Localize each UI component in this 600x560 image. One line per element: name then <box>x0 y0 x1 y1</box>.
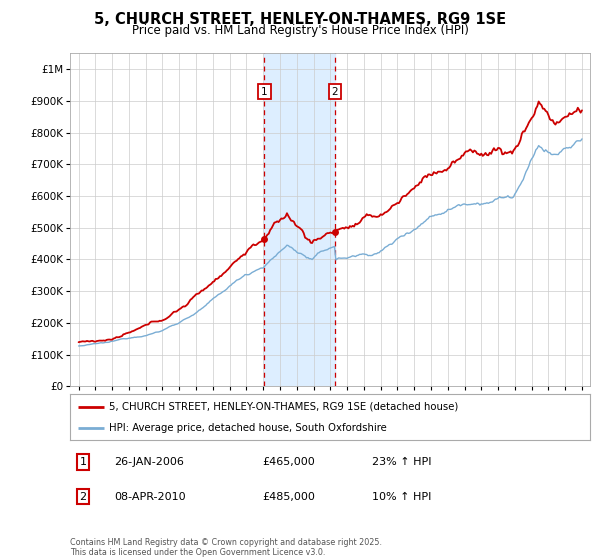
Text: £465,000: £465,000 <box>263 457 316 467</box>
Text: HPI: Average price, detached house, South Oxfordshire: HPI: Average price, detached house, Sout… <box>109 423 387 433</box>
Text: 2: 2 <box>80 492 86 502</box>
Text: 5, CHURCH STREET, HENLEY-ON-THAMES, RG9 1SE: 5, CHURCH STREET, HENLEY-ON-THAMES, RG9 … <box>94 12 506 27</box>
Text: 1: 1 <box>261 86 268 96</box>
Text: £485,000: £485,000 <box>263 492 316 502</box>
Text: 5, CHURCH STREET, HENLEY-ON-THAMES, RG9 1SE (detached house): 5, CHURCH STREET, HENLEY-ON-THAMES, RG9 … <box>109 402 458 412</box>
Text: Contains HM Land Registry data © Crown copyright and database right 2025.
This d: Contains HM Land Registry data © Crown c… <box>70 538 382 557</box>
Text: 1: 1 <box>80 457 86 467</box>
Bar <box>265 53 335 386</box>
Text: 2: 2 <box>332 86 338 96</box>
Text: 08-APR-2010: 08-APR-2010 <box>115 492 186 502</box>
Text: 26-JAN-2006: 26-JAN-2006 <box>115 457 184 467</box>
Text: 10% ↑ HPI: 10% ↑ HPI <box>372 492 431 502</box>
Text: 23% ↑ HPI: 23% ↑ HPI <box>372 457 431 467</box>
Text: Price paid vs. HM Land Registry's House Price Index (HPI): Price paid vs. HM Land Registry's House … <box>131 24 469 36</box>
